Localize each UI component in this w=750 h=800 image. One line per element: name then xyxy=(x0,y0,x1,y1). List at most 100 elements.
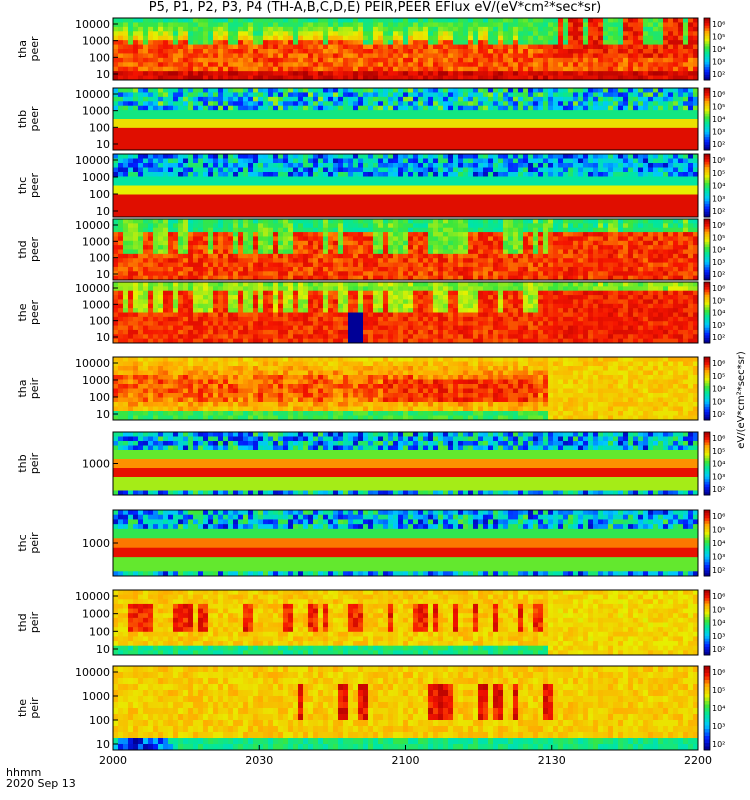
y-tick-label: 100 xyxy=(89,252,110,265)
y-tick-label: 10000 xyxy=(75,154,110,167)
panel-label: thcpeir xyxy=(16,532,41,554)
colorbar-tick-label: 10³ xyxy=(712,128,725,137)
panel-label: thbpeer xyxy=(16,106,41,132)
colorbar-tick-label: 10⁶ xyxy=(712,592,725,601)
colorbar-tick-label: 10⁶ xyxy=(712,359,725,368)
colorbar-tick-label: 10⁴ xyxy=(712,309,725,318)
colorbar-tick-label: 10⁴ xyxy=(712,45,725,54)
panel-label: thcpeer xyxy=(16,173,41,199)
colorbar-tick-label: 10⁴ xyxy=(712,182,725,191)
y-tick-label: 10000 xyxy=(75,88,110,101)
colorbar-tick-label: 10⁴ xyxy=(712,460,725,469)
panel-thb-peer: 10000 1000 100 10 thbpeer 10² 10³ 10⁴ 10⁵ 10⁶ xyxy=(16,88,725,151)
y-tick-label: 1000 xyxy=(82,171,110,184)
colorbar-tick-label: 10² xyxy=(712,485,725,494)
y-tick-label: 100 xyxy=(89,121,110,134)
colorbar-tick-label: 10⁴ xyxy=(712,539,725,548)
colorbar-tick-label: 10² xyxy=(712,740,725,749)
y-tick-label: 100 xyxy=(89,714,110,727)
colorbar-tick-label: 10⁴ xyxy=(712,115,725,124)
colorbar-tick-label: 10⁵ xyxy=(712,233,725,242)
colorbar-tick-label: 10⁶ xyxy=(712,284,725,293)
colorbar-tick-label: 10⁶ xyxy=(712,20,725,29)
colorbar-tick-label: 10⁵ xyxy=(712,33,725,42)
colorbar-tick-label: 10⁴ xyxy=(712,385,725,394)
y-tick-label: 10000 xyxy=(75,357,110,370)
y-tick-label: 10 xyxy=(96,138,110,151)
y-tick-label: 1000 xyxy=(82,690,110,703)
y-tick-label: 10000 xyxy=(75,18,110,31)
y-tick-label: 10 xyxy=(96,738,110,751)
colorbar-tick-label: 10⁵ xyxy=(712,169,725,178)
colorbar-tick-label: 10³ xyxy=(712,553,725,562)
colorbar-tick-label: 10⁶ xyxy=(712,512,725,521)
colorbar-tick-label: 10⁴ xyxy=(712,704,725,713)
colorbar: 10² 10³ 10⁴ 10⁵ 10⁶ xyxy=(704,219,725,281)
colorbar: 10² 10³ 10⁴ 10⁵ 10⁶ xyxy=(704,18,725,81)
colorbar-tick-label: 10² xyxy=(712,207,725,216)
y-tick-label: 10 xyxy=(96,643,110,656)
colorbar-tick-label: 10² xyxy=(712,70,725,79)
y-tick-label: 1000 xyxy=(82,458,110,471)
colorbar-tick-label: 10⁵ xyxy=(712,103,725,112)
y-tick-label: 1000 xyxy=(82,374,110,387)
y-tick-label: 1000 xyxy=(82,35,110,48)
colorbar-tick-label: 10² xyxy=(712,566,725,575)
y-tick-label: 10000 xyxy=(75,282,110,295)
colorbar: 10² 10³ 10⁴ 10⁵ 10⁶ xyxy=(704,510,725,577)
panel-label: thdpeer xyxy=(16,237,41,263)
x-tick-label: 2000 xyxy=(99,754,127,767)
x-tick-label: 2130 xyxy=(538,754,566,767)
panel-label: thdpeir xyxy=(16,611,41,633)
y-tick-label: 1000 xyxy=(82,235,110,248)
colorbar-tick-label: 10³ xyxy=(712,58,725,67)
colorbar-tick-label: 10² xyxy=(712,140,725,149)
colorbar-tick-label: 10⁴ xyxy=(712,619,725,628)
colorbar-tick-label: 10³ xyxy=(712,397,725,406)
y-tick-label: 100 xyxy=(89,315,110,328)
y-tick-label: 10 xyxy=(96,205,110,218)
x-tick-label: 2200 xyxy=(684,754,712,767)
colorbar-tick-label: 10⁶ xyxy=(712,221,725,230)
colorbar-tick-label: 10³ xyxy=(712,321,725,330)
y-tick-label: 10000 xyxy=(75,219,110,232)
colorbar-tick-label: 10² xyxy=(712,333,725,342)
colorbar-tick-label: 10⁶ xyxy=(712,434,725,443)
colorbar-tick-label: 10⁶ xyxy=(712,90,725,99)
y-tick-label: 10 xyxy=(96,408,110,421)
colorbar-tick-label: 10⁶ xyxy=(712,156,725,165)
colorbar-tick-label: 10³ xyxy=(712,632,725,641)
colorbar: 10² 10³ 10⁴ 10⁵ 10⁶ xyxy=(704,590,725,656)
colorbar-tick-label: 10³ xyxy=(712,258,725,267)
panel-label: thapeer xyxy=(16,36,41,62)
panel-label: thepeer xyxy=(16,300,41,326)
y-tick-label: 100 xyxy=(89,625,110,638)
y-tick-label: 100 xyxy=(89,188,110,201)
colorbar: 10² 10³ 10⁴ 10⁵ 10⁶ xyxy=(704,88,725,151)
y-tick-label: 1000 xyxy=(82,105,110,118)
y-tick-label: 1000 xyxy=(82,298,110,311)
colorbar-tick-label: 10³ xyxy=(712,472,725,481)
y-tick-label: 1000 xyxy=(82,608,110,621)
spectrogram-figure: 10000100010010thapeer10²10³10⁴10⁵10⁶1000… xyxy=(0,0,750,800)
colorbar-tick-label: 10⁵ xyxy=(712,372,725,381)
colorbar-tick-label: 10² xyxy=(712,270,725,279)
x-tick-label: 2100 xyxy=(392,754,420,767)
panel-label: thbpeir xyxy=(16,452,41,474)
colorbar-tick-label: 10⁴ xyxy=(712,246,725,255)
colorbar-tick-label: 10² xyxy=(712,645,725,654)
x-tick-label: 2030 xyxy=(245,754,273,767)
colorbar-tick-label: 10⁵ xyxy=(712,526,725,535)
colorbar-tick-label: 10⁵ xyxy=(712,605,725,614)
